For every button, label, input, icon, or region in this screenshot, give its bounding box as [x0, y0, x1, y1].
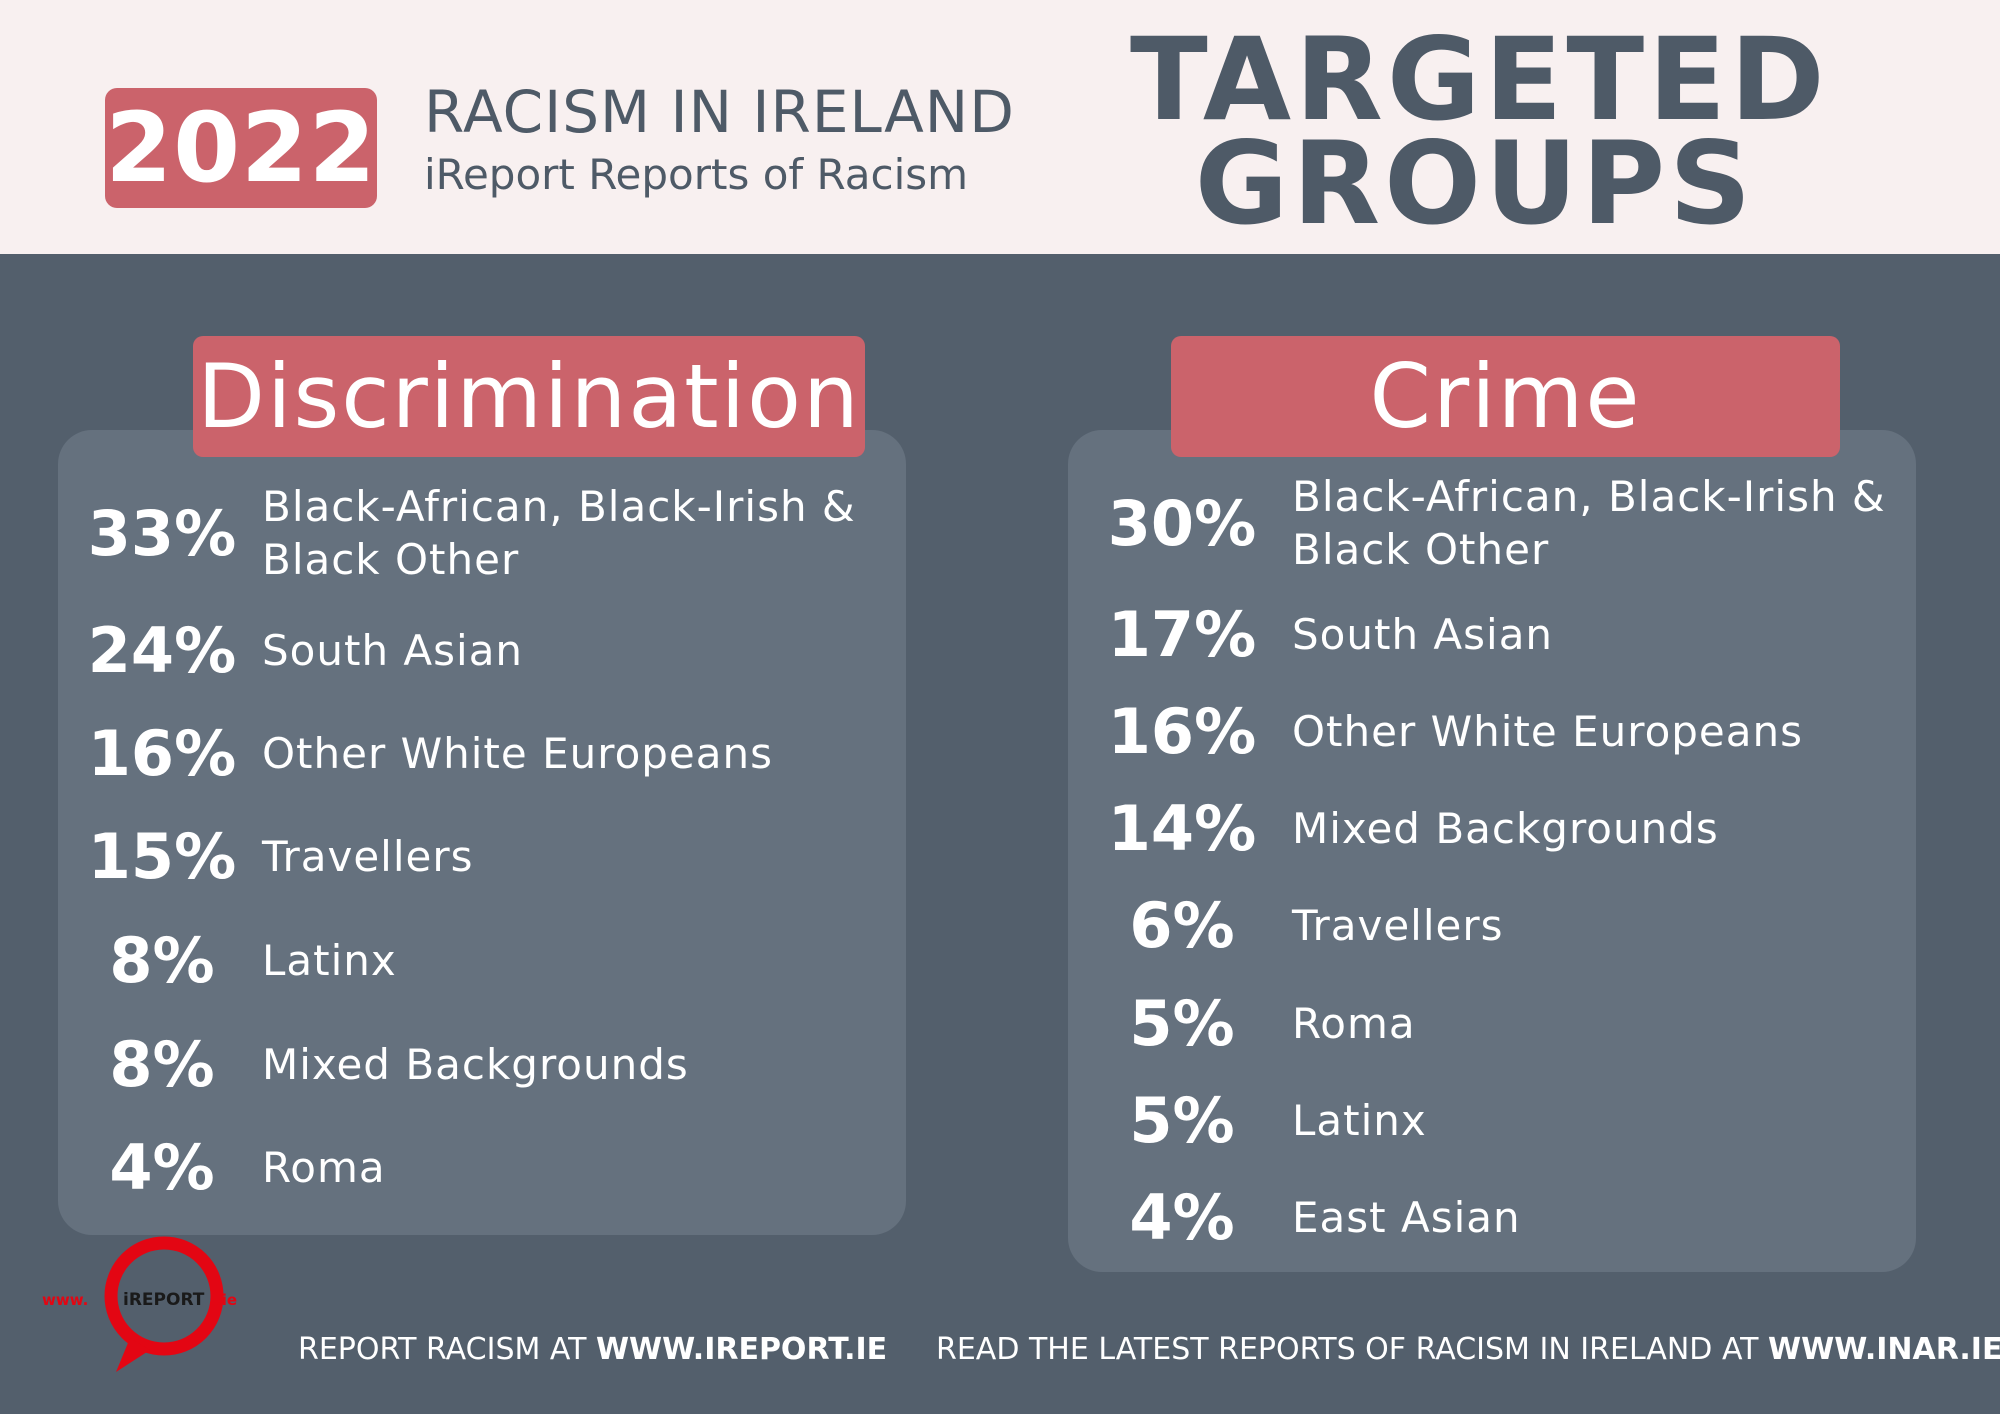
crime-row: 5% Roma	[1082, 987, 1912, 1060]
crime-percent: 4%	[1129, 1180, 1235, 1254]
footer-read-reports: READ THE LATEST REPORTS OF RACISM IN IRE…	[936, 1332, 2000, 1367]
crime-panel	[1068, 430, 1916, 1272]
crime-percent: 5%	[1129, 986, 1235, 1060]
discrimination-group: Latinx	[262, 935, 397, 985]
discrimination-row: 33% Black-African, Black-Irish & Black O…	[62, 478, 892, 588]
logo-suffix: .ie	[216, 1291, 237, 1309]
discrimination-group: Travellers	[262, 831, 474, 881]
crime-row: 4% East Asian	[1082, 1181, 1912, 1254]
crime-row: 16% Other White Europeans	[1082, 695, 1912, 768]
discrimination-row: 8% Latinx	[62, 924, 892, 997]
ireport-logo[interactable]: www. iREPORT .ie	[40, 1232, 260, 1380]
discrimination-percent: 16%	[87, 716, 237, 790]
discrimination-row: 24% South Asian	[62, 614, 892, 687]
header-band: 2022 RACISM IN IRELAND iReport Reports o…	[0, 0, 2000, 254]
footer-left-text: REPORT RACISM AT	[298, 1332, 596, 1367]
crime-group: East Asian	[1292, 1192, 1521, 1242]
crime-percent: 17%	[1107, 597, 1257, 671]
crime-group: Mixed Backgrounds	[1292, 803, 1719, 853]
subtitle-racism-in-ireland: RACISM IN IRELAND	[424, 78, 1015, 146]
discrimination-group: Roma	[262, 1142, 386, 1192]
crime-percent: 14%	[1107, 791, 1257, 865]
crime-percent: 5%	[1129, 1083, 1235, 1157]
crime-group: Latinx	[1292, 1095, 1427, 1145]
crime-group: Black-African, Black-Irish & Black Other	[1292, 472, 1886, 574]
discrimination-group: South Asian	[262, 625, 524, 675]
crime-group: Travellers	[1292, 900, 1504, 950]
title-line-1: TARGETED	[1130, 13, 1829, 146]
crime-row: 6% Travellers	[1082, 889, 1912, 962]
discrimination-group: Black-African, Black-Irish & Black Other	[262, 482, 856, 584]
subtitle-ireport-reports: iReport Reports of Racism	[424, 150, 969, 199]
crime-row: 14% Mixed Backgrounds	[1082, 792, 1912, 865]
footer-right-text: READ THE LATEST REPORTS OF RACISM IN IRE…	[936, 1332, 1769, 1367]
crime-group: Other White Europeans	[1292, 706, 1804, 756]
discrimination-percent: 15%	[87, 819, 237, 893]
discrimination-panel	[58, 430, 906, 1235]
logo-brand: iREPORT	[123, 1290, 205, 1310]
discrimination-percent: 8%	[109, 923, 215, 997]
crime-group: Roma	[1292, 998, 1416, 1048]
crime-percent: 16%	[1107, 694, 1257, 768]
crime-row: 30% Black-African, Black-Irish & Black O…	[1082, 468, 1912, 578]
discrimination-percent: 33%	[87, 496, 237, 570]
discrimination-row: 15% Travellers	[62, 820, 892, 893]
discrimination-label: Discrimination	[193, 336, 865, 457]
discrimination-percent: 4%	[109, 1130, 215, 1204]
footer-report-racism: REPORT RACISM AT WWW.IREPORT.IE	[298, 1332, 887, 1367]
discrimination-row: 16% Other White Europeans	[62, 717, 892, 790]
title-line-2: GROUPS	[1194, 117, 1756, 250]
discrimination-row: 4% Roma	[62, 1131, 892, 1204]
page-title: TARGETED GROUPS	[1130, 13, 1829, 250]
crime-group: South Asian	[1292, 609, 1554, 659]
ireport-logo-mark: www. iREPORT .ie	[42, 1236, 237, 1372]
discrimination-group: Mixed Backgrounds	[262, 1039, 689, 1089]
ireport-link[interactable]: WWW.IREPORT.IE	[595, 1332, 888, 1367]
crime-percent: 6%	[1129, 888, 1235, 962]
discrimination-percent: 8%	[109, 1027, 215, 1101]
crime-row: 5% Latinx	[1082, 1084, 1912, 1157]
discrimination-group: Other White Europeans	[262, 728, 774, 778]
crime-label: Crime	[1171, 336, 1840, 457]
discrimination-percent: 24%	[87, 613, 237, 687]
discrimination-row: 8% Mixed Backgrounds	[62, 1028, 892, 1101]
logo-prefix: www.	[42, 1291, 88, 1309]
crime-row: 17% South Asian	[1082, 598, 1912, 671]
inar-link[interactable]: WWW.INAR.IE	[1768, 1332, 2000, 1367]
year-badge: 2022	[105, 88, 377, 208]
crime-percent: 30%	[1107, 486, 1257, 560]
